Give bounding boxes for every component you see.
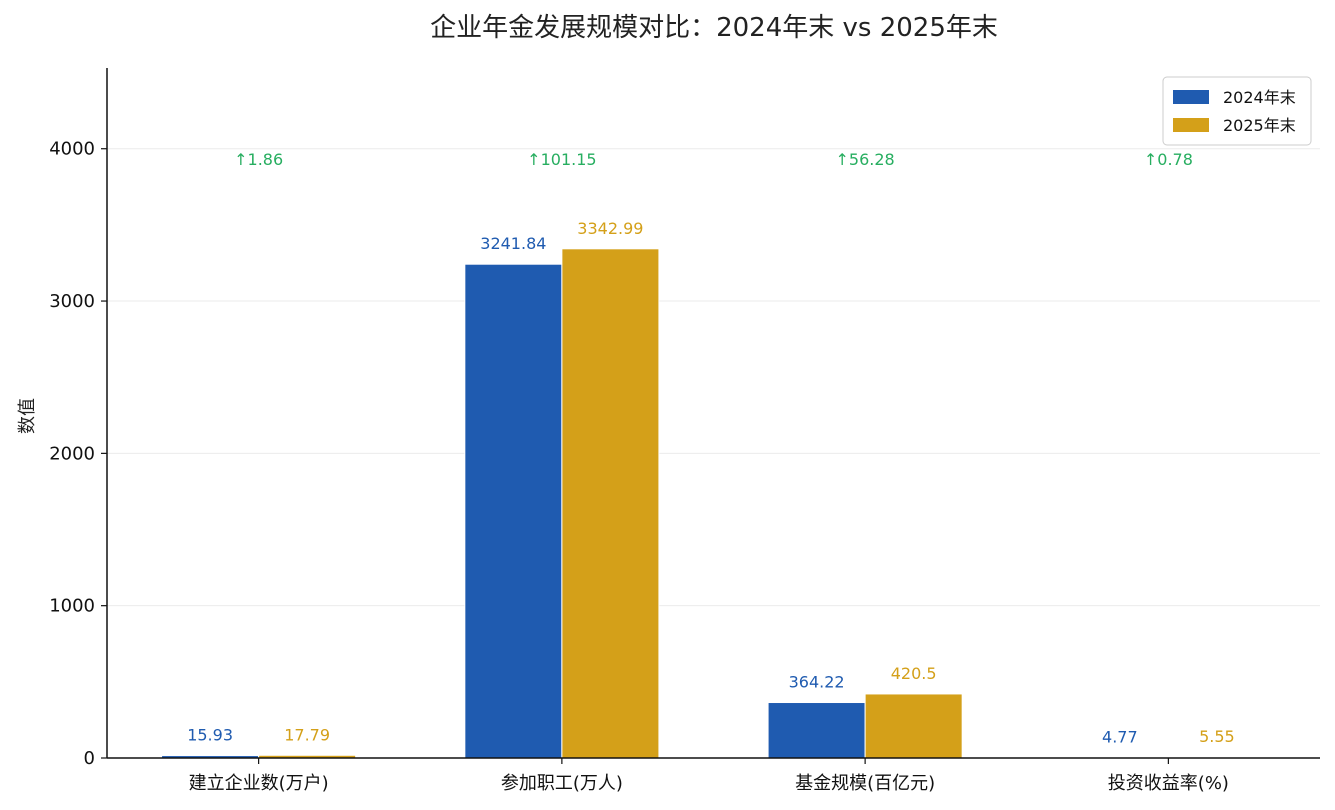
y-axis-label: 数值 <box>17 398 38 434</box>
x-tick-label: 基金规模(百亿元) <box>795 773 935 794</box>
legend: 2024年末 2025年末 <box>1162 76 1312 146</box>
chart-title: 企业年金发展规模对比：2024年末 vs 2025年末 <box>430 13 998 43</box>
bar-labels-group: 15.93 17.79 3241.84 3342.99 364.22 420.5 4.77 5… <box>187 219 1235 746</box>
y-tick-label: 0 <box>84 748 95 769</box>
x-ticks: 建立企业数(万户) 参加职工(万人) 基金规模(百亿元) 投资收益率(%) <box>189 758 1229 794</box>
bar <box>464 263 563 759</box>
delta-label: ↑101.15 <box>527 150 596 169</box>
x-tick-label: 投资收益率(%) <box>1108 773 1229 794</box>
bar-value-label: 420.5 <box>891 664 937 683</box>
bar-value-label: 17.79 <box>284 725 330 744</box>
y-tick-label: 1000 <box>49 596 95 617</box>
axes <box>106 68 1320 759</box>
legend-swatch <box>1173 90 1209 104</box>
legend-label: 2025年末 <box>1223 116 1296 135</box>
bar <box>864 693 963 759</box>
bar-value-label: 3342.99 <box>577 219 643 238</box>
delta-label: ↑1.86 <box>234 150 283 169</box>
gridlines <box>107 148 1320 607</box>
bars-group <box>161 248 1266 759</box>
delta-label: ↑0.78 <box>1144 150 1193 169</box>
y-tick-label: 3000 <box>49 291 95 312</box>
bar <box>561 248 660 759</box>
y-tick-label: 4000 <box>49 139 95 160</box>
legend-swatch <box>1173 118 1209 132</box>
x-tick-label: 建立企业数(万户) <box>189 773 329 794</box>
legend-label: 2024年末 <box>1223 88 1296 107</box>
bar-value-label: 4.77 <box>1102 727 1138 746</box>
delta-labels-group: ↑1.86 ↑101.15 ↑56.28 ↑0.78 <box>234 150 1193 169</box>
bar-value-label: 15.93 <box>187 726 233 745</box>
x-tick-label: 参加职工(万人) <box>501 773 623 794</box>
bar-value-label: 3241.84 <box>480 234 546 253</box>
y-tick-label: 2000 <box>49 443 95 464</box>
bar <box>767 702 866 759</box>
bar-value-label: 364.22 <box>789 673 845 692</box>
y-ticks: 0 1000 2000 3000 4000 <box>49 139 107 769</box>
delta-label: ↑56.28 <box>836 150 895 169</box>
bar-value-label: 5.55 <box>1199 727 1235 746</box>
